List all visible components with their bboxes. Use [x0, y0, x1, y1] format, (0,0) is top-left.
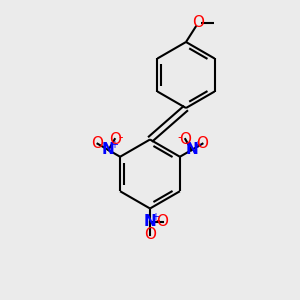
Text: O: O	[192, 15, 204, 30]
Text: N: N	[144, 214, 156, 230]
Text: N: N	[185, 142, 198, 158]
Text: O: O	[196, 136, 208, 151]
Text: O: O	[179, 132, 191, 147]
Text: +: +	[110, 140, 118, 150]
Text: O: O	[144, 227, 156, 242]
Text: O: O	[109, 132, 121, 147]
Text: +: +	[152, 212, 159, 222]
Text: -: -	[118, 131, 122, 144]
Text: +: +	[193, 140, 201, 150]
Text: N: N	[102, 142, 115, 158]
Text: O: O	[92, 136, 104, 151]
Text: O: O	[157, 214, 169, 230]
Text: -: -	[178, 131, 182, 144]
Text: -: -	[155, 214, 160, 227]
